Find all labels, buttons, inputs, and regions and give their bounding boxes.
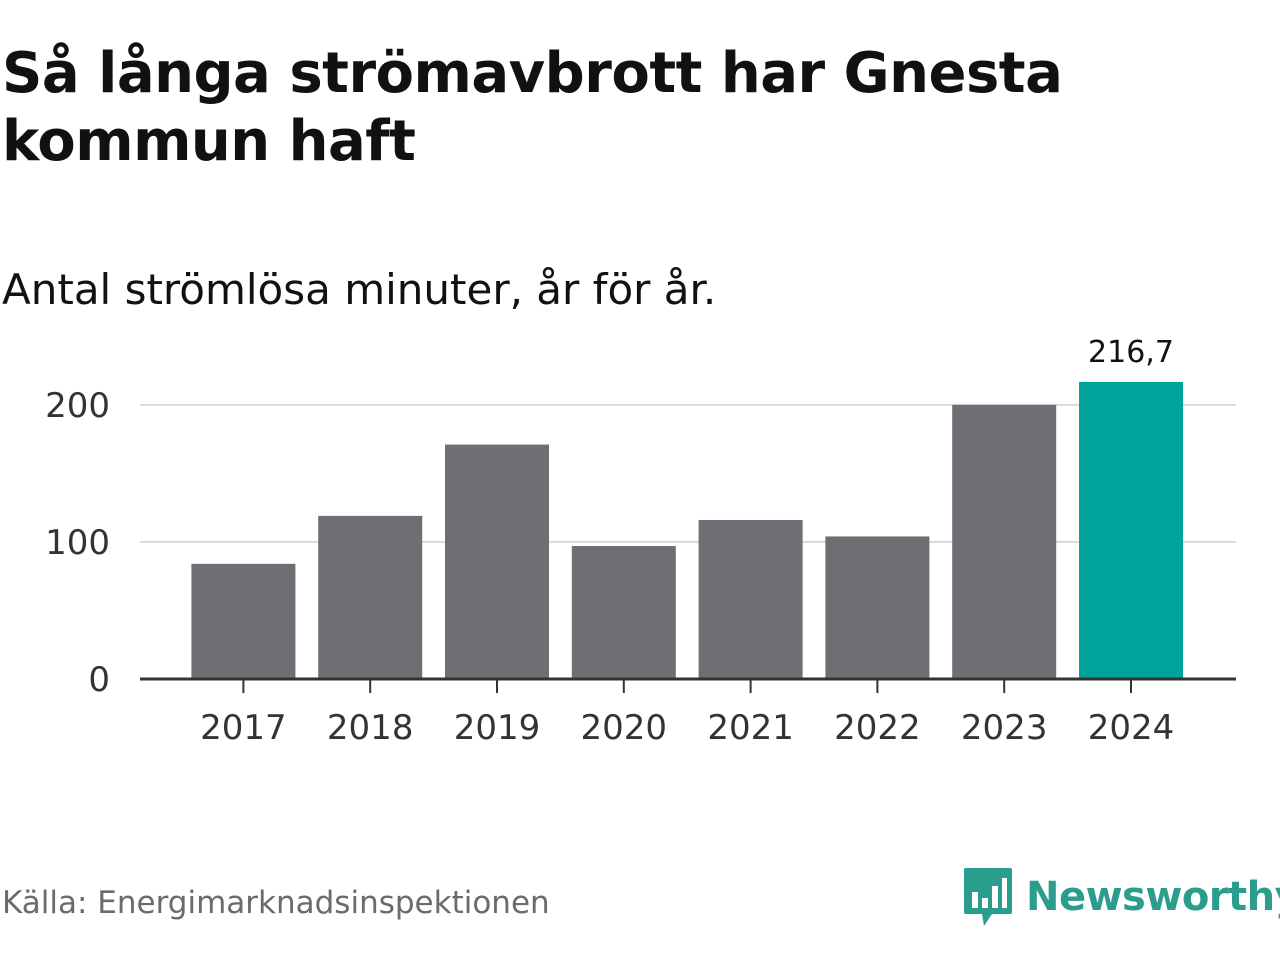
chart-title: Så långa strömavbrott har Gnesta kommun … [2, 41, 1063, 174]
source-note: Källa: Energimarknadsinspektionen [2, 885, 550, 921]
bar-2018 [318, 515, 423, 679]
bar-2021 [698, 519, 803, 679]
x-tick-label-2023: 2023 [961, 708, 1048, 748]
bar-2023 [952, 404, 1057, 679]
bar-2017 [191, 563, 296, 679]
newsworthy-logo: Newsworthy [962, 862, 1280, 932]
data-label-2024: 216,7 [1088, 335, 1174, 370]
x-tick-label-2020: 2020 [581, 708, 668, 748]
y-tick-label-0: 0 [88, 660, 110, 700]
bar-chart: 0 100 200 2017 2018 2019 2020 2021 2022 2023 2024 2… [45, 335, 1236, 748]
chart-bubble-icon [964, 868, 1012, 926]
gridlines [140, 403, 1236, 543]
bar-2024 [1079, 381, 1183, 679]
x-tick-label-2019: 2019 [454, 708, 541, 748]
y-tick-label-200: 200 [45, 386, 110, 426]
y-tick-label-100: 100 [45, 523, 110, 563]
x-tick-label-2022: 2022 [834, 708, 921, 748]
bar-2019 [445, 444, 549, 679]
axes [140, 677, 1236, 693]
bar-2020 [571, 546, 676, 679]
x-tick-label-2017: 2017 [200, 708, 287, 748]
brand-name: Newsworthy [1026, 874, 1280, 920]
x-tick-label-2021: 2021 [707, 708, 794, 748]
chart-subtitle: Antal strömlösa minuter, år för år. [2, 265, 717, 314]
bars [191, 381, 1183, 679]
x-tick-label-2018: 2018 [327, 708, 414, 748]
x-tick-label-2024: 2024 [1088, 708, 1175, 748]
labels: 0 100 200 2017 2018 2019 2020 2021 2022 2023 2024 2… [45, 335, 1174, 748]
bar-2022 [825, 536, 930, 679]
